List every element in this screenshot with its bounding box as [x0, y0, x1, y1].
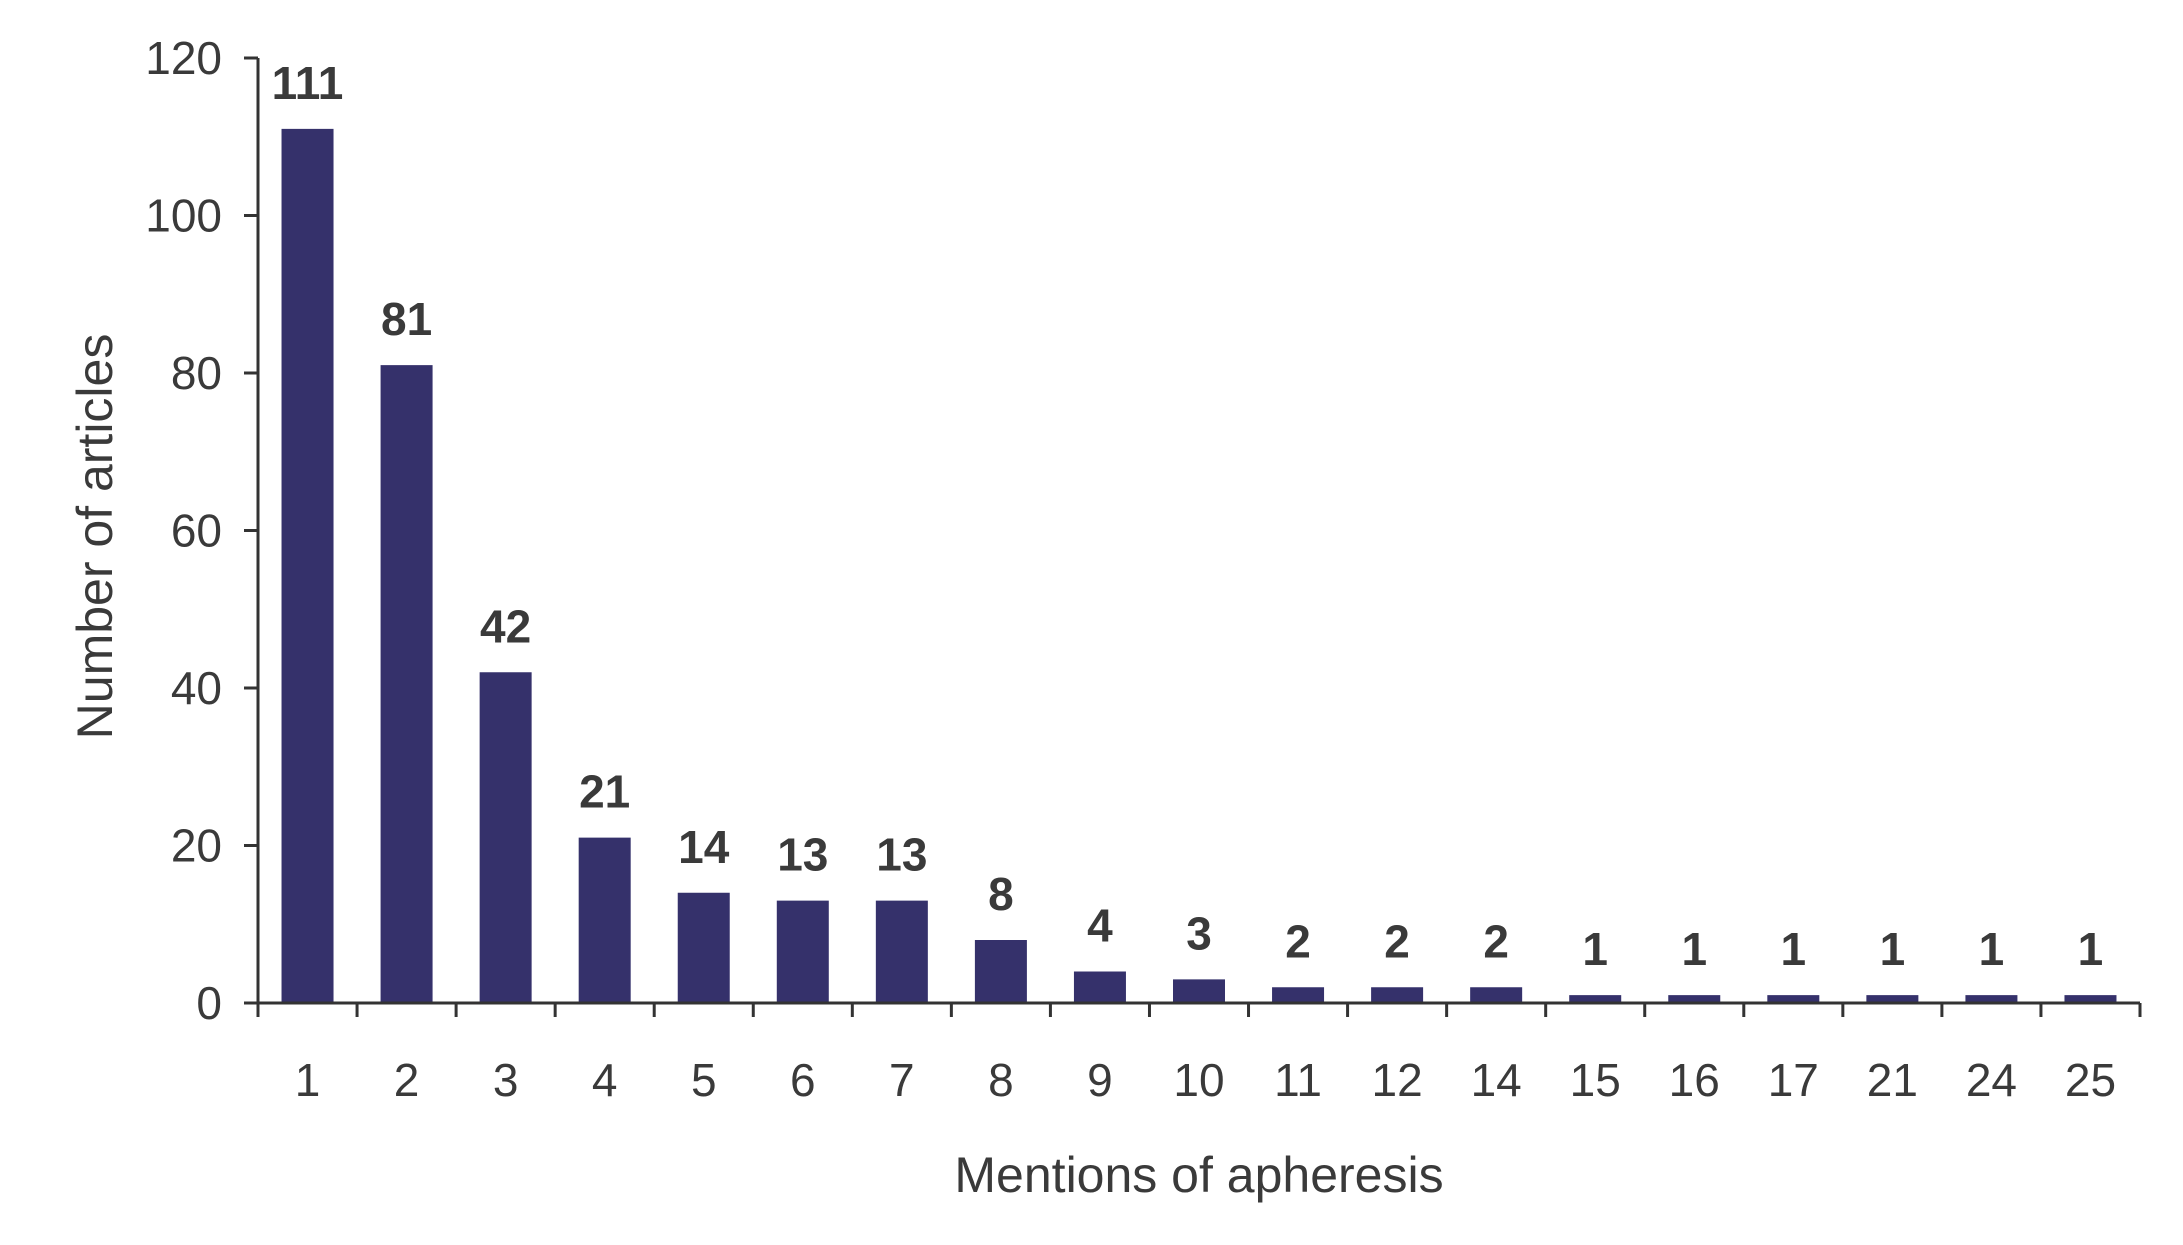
- x-tick-label: 16: [1669, 1054, 1720, 1106]
- bars-group: [281, 128, 2117, 1003]
- bar-value-label: 42: [480, 600, 531, 652]
- y-tick-label: 120: [145, 32, 222, 84]
- bar: [776, 900, 829, 1003]
- y-tick-label: 40: [171, 662, 222, 714]
- y-axis-title: Number of articles: [67, 334, 123, 740]
- bar: [281, 128, 334, 1003]
- x-axis-ticks: 1 2 3 4 5 6 7 8 9 10 11 12 14 15 16 17 21 24 25: [256, 1003, 2142, 1106]
- bar: [1668, 995, 1721, 1003]
- bar-value-label: 2: [1384, 915, 1410, 967]
- bar: [1470, 987, 1523, 1003]
- bar-value-label: 21: [579, 766, 630, 818]
- bar: [974, 940, 1027, 1003]
- x-axis-title: Mentions of apheresis: [954, 1147, 1443, 1203]
- x-tick-label: 8: [988, 1054, 1014, 1106]
- y-tick-label: 60: [171, 505, 222, 557]
- bar: [677, 892, 730, 1003]
- bar: [1073, 971, 1126, 1003]
- bar: [1371, 987, 1424, 1003]
- bar-value-label: 13: [876, 829, 927, 881]
- y-axis-ticks: 0 20 40 60 80 100 120: [145, 32, 258, 1029]
- bar-value-label: 81: [381, 293, 432, 345]
- x-tick-label: 7: [889, 1054, 915, 1106]
- x-tick-label: 17: [1768, 1054, 1819, 1106]
- bar: [479, 672, 532, 1003]
- x-tick-label: 2: [394, 1054, 420, 1106]
- x-tick-label: 6: [790, 1054, 816, 1106]
- x-tick-label: 15: [1570, 1054, 1621, 1106]
- y-tick-label: 20: [171, 820, 222, 872]
- bar: [1569, 995, 1622, 1003]
- x-tick-label: 3: [493, 1054, 519, 1106]
- x-tick-label: 25: [2065, 1054, 2116, 1106]
- bar-value-label: 1: [1979, 923, 2005, 975]
- x-tick-label: 11: [1274, 1054, 1322, 1106]
- bar-value-label: 1: [1781, 923, 1807, 975]
- y-tick-label: 80: [171, 347, 222, 399]
- bar: [578, 837, 631, 1003]
- bar-value-label: 4: [1087, 900, 1113, 952]
- x-tick-label: 21: [1867, 1054, 1918, 1106]
- x-tick-label: 5: [691, 1054, 717, 1106]
- bar: [1173, 979, 1225, 1003]
- bar-value-label: 1: [1582, 923, 1608, 975]
- x-tick-label: 14: [1471, 1054, 1522, 1106]
- bar-value-label: 1: [1681, 923, 1707, 975]
- bar-value-label: 111: [272, 57, 344, 109]
- bar-value-label: 1: [1880, 923, 1906, 975]
- x-tick-label: 10: [1173, 1054, 1224, 1106]
- bar-value-label: 2: [1483, 915, 1509, 967]
- bar-value-label: 1: [2078, 923, 2104, 975]
- x-tick-label: 12: [1372, 1054, 1423, 1106]
- bar: [380, 365, 433, 1003]
- bar: [1866, 995, 1919, 1003]
- bar-value-label: 3: [1186, 907, 1212, 959]
- x-tick-label: 9: [1087, 1054, 1113, 1106]
- bar-value-label: 13: [777, 829, 828, 881]
- bar-value-label: 2: [1285, 915, 1311, 967]
- y-tick-label: 0: [196, 977, 222, 1029]
- bar: [875, 900, 928, 1003]
- x-tick-label: 4: [592, 1054, 618, 1106]
- bar: [1272, 987, 1325, 1003]
- bar: [2064, 995, 2117, 1003]
- x-tick-label: 1: [295, 1054, 321, 1106]
- bar-value-label: 14: [678, 821, 730, 873]
- bar-value-label: 8: [988, 868, 1014, 920]
- bar: [1767, 995, 1820, 1003]
- x-tick-label: 24: [1966, 1054, 2017, 1106]
- bar: [1965, 995, 2018, 1003]
- y-tick-label: 100: [145, 190, 222, 242]
